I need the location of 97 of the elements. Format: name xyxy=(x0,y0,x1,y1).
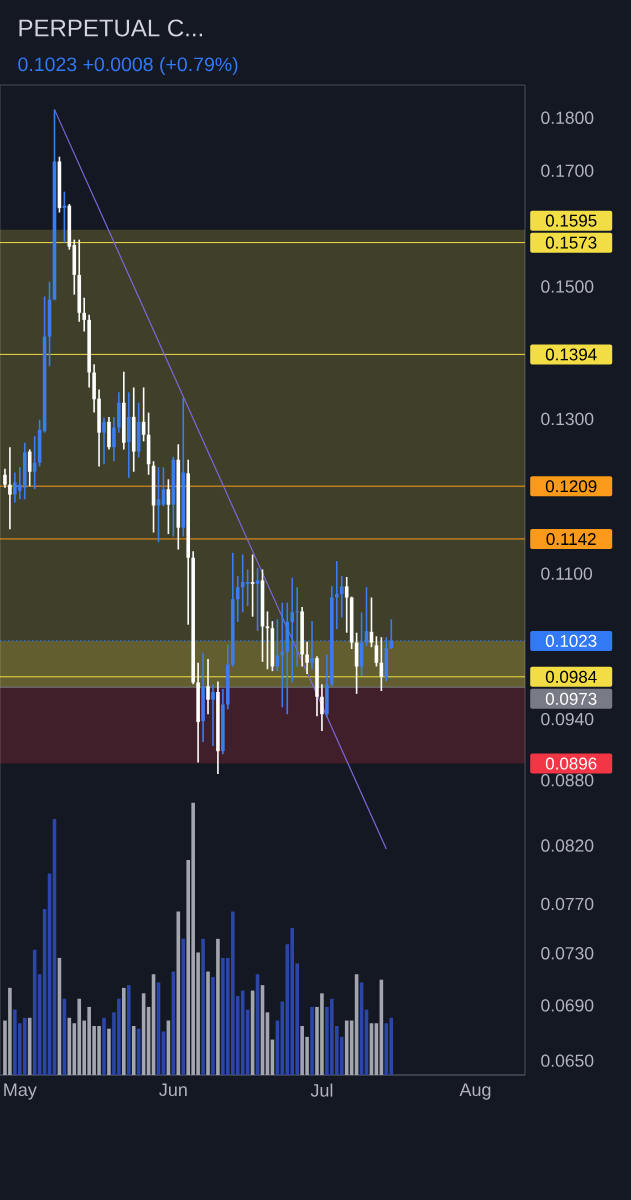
candlestick xyxy=(131,386,136,473)
x-tick-label: Jun xyxy=(159,1083,187,1097)
candlestick xyxy=(171,455,176,538)
candlestick xyxy=(186,458,191,626)
ref-line-label: 0.1209 xyxy=(545,480,597,493)
candlestick xyxy=(176,443,181,551)
candlestick xyxy=(226,643,230,711)
candlestick xyxy=(151,460,156,534)
candlestick xyxy=(250,553,255,618)
candlestick xyxy=(344,576,349,634)
bar xyxy=(310,1006,314,1075)
candlestick xyxy=(47,280,52,368)
candlestick xyxy=(82,296,86,333)
band-label: 0.0896 xyxy=(545,757,597,770)
ref-line-label: 0.0984 xyxy=(545,670,597,683)
bar xyxy=(181,938,186,1075)
candlestick xyxy=(201,651,205,743)
bar xyxy=(211,976,215,1075)
candlestick xyxy=(216,680,220,775)
candlestick xyxy=(235,575,240,623)
candlestick xyxy=(339,575,344,619)
bar xyxy=(22,1017,27,1075)
candlestick xyxy=(315,655,319,717)
candlestick xyxy=(27,448,32,487)
candlestick xyxy=(146,411,151,476)
candlestick xyxy=(349,595,354,650)
candlestick xyxy=(87,313,91,389)
candlestick xyxy=(325,653,329,718)
ref-line-label: 0.0973 xyxy=(545,692,597,705)
candlestick xyxy=(196,661,200,764)
candlestick xyxy=(354,631,359,695)
candlestick xyxy=(335,560,339,630)
candlestick xyxy=(265,610,270,671)
candlestick xyxy=(77,238,82,323)
bar xyxy=(389,1017,394,1075)
y-tick-label: 0.1700 xyxy=(541,164,594,177)
candlestick xyxy=(107,416,111,451)
chart-title: PERPETUAL C... xyxy=(19,19,203,37)
bar xyxy=(27,1017,32,1075)
y-tick-label: 0.0650 xyxy=(541,1054,594,1067)
candlestick xyxy=(97,388,101,468)
candlestick xyxy=(57,155,62,214)
candlestick xyxy=(206,658,210,716)
candlestick xyxy=(295,586,299,668)
bar xyxy=(201,938,205,1075)
bar xyxy=(344,1020,349,1075)
candlestick xyxy=(117,391,121,434)
candlestick xyxy=(260,568,265,663)
candlestick xyxy=(305,640,309,675)
y-tick-label: 0.1800 xyxy=(541,111,594,124)
y-tick-label: 0.0730 xyxy=(541,947,594,960)
candlestick xyxy=(300,606,304,668)
bar xyxy=(122,987,126,1075)
x-tick-label: Jul xyxy=(310,1083,333,1097)
bar xyxy=(102,1017,106,1075)
candlestick xyxy=(122,370,126,451)
candlestick xyxy=(92,363,96,414)
candlestick xyxy=(191,550,195,686)
y-tick-label: 0.1500 xyxy=(541,280,594,293)
y-tick-label: 0.0940 xyxy=(541,712,594,726)
candlestick xyxy=(245,568,250,607)
candlestick xyxy=(181,397,186,538)
bar xyxy=(206,971,210,1075)
candlestick xyxy=(22,441,27,501)
candlestick xyxy=(136,401,141,459)
band-label: 0.1595 xyxy=(545,214,597,227)
candlestick xyxy=(52,108,57,302)
candlestick xyxy=(320,683,324,732)
candlestick xyxy=(37,418,42,468)
ref-line-label: 0.1023 xyxy=(545,634,597,647)
candlestick xyxy=(42,295,47,434)
y-tick-label: 0.1100 xyxy=(541,567,593,580)
y-tick-label: 0.0690 xyxy=(541,999,594,1012)
candlestick xyxy=(221,688,225,756)
bar xyxy=(126,985,131,1075)
candlestick xyxy=(3,467,7,489)
candlestick xyxy=(255,566,260,632)
bar xyxy=(216,938,220,1075)
candlestick xyxy=(8,446,12,531)
chart-subtitle: 0.1023 +0.0008 (+0.79%) xyxy=(18,56,238,76)
ref-line-label: 0.1142 xyxy=(546,533,596,546)
candlestick xyxy=(270,620,275,672)
candlestick xyxy=(211,683,215,747)
candlestick xyxy=(156,466,161,543)
bar xyxy=(107,1028,111,1075)
x-tick-label: May xyxy=(4,1083,37,1100)
x-tick-label: Aug xyxy=(459,1083,491,1100)
y-tick-label: 0.0880 xyxy=(541,774,594,787)
y-tick-label: 0.0770 xyxy=(541,897,594,911)
candlestick xyxy=(102,416,106,466)
ref-line-label: 0.1394 xyxy=(545,348,597,361)
ref-line-label: 0.1573 xyxy=(545,236,597,249)
candlestick xyxy=(112,416,116,463)
y-tick-label: 0.0820 xyxy=(541,839,594,852)
bar xyxy=(131,1025,136,1075)
candlestick xyxy=(126,391,131,479)
y-tick-label: 0.1300 xyxy=(541,412,594,426)
